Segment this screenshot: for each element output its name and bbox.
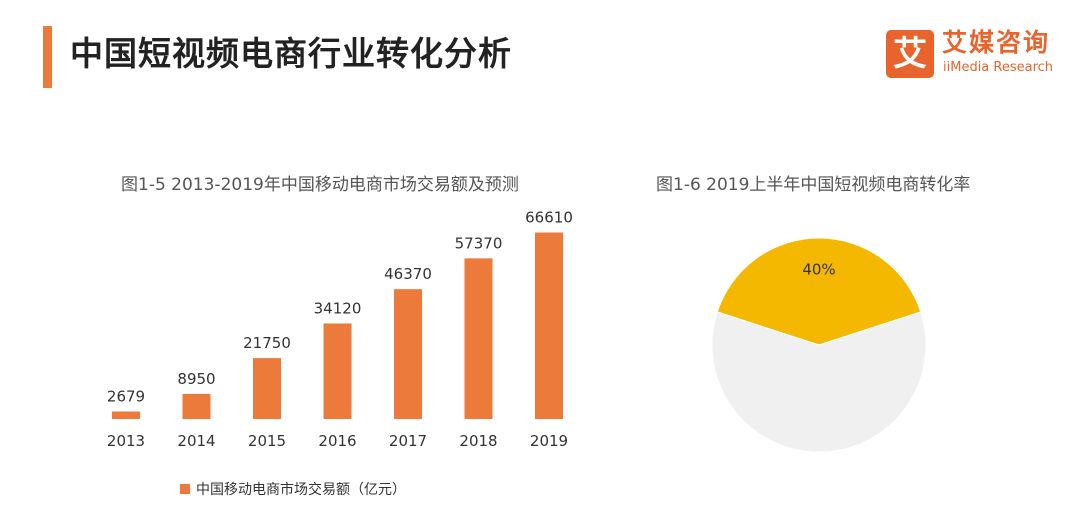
data-label-2018: 57370 (455, 234, 503, 252)
pie-slice-label-0: 40% (802, 261, 835, 279)
x-tick-2018: 2018 (459, 432, 497, 450)
x-tick-2013: 2013 (107, 432, 145, 450)
x-tick-2016: 2016 (318, 432, 356, 450)
bar-2014 (182, 393, 211, 419)
bar-2018 (464, 258, 493, 419)
bar-chart-title: 图1-5 2013-2019年中国移动电商市场交易额及预测 (121, 175, 519, 195)
x-tick-2019: 2019 (530, 432, 568, 450)
logo-mark: 艾 (886, 30, 934, 78)
bar-2013 (112, 411, 140, 419)
data-label-2019: 66610 (525, 208, 573, 226)
bar-2015 (253, 358, 281, 419)
title-accent-bar (43, 26, 52, 88)
data-label-2013: 2679 (107, 387, 145, 405)
pie-chart-title: 图1-6 2019上半年中国短视频电商转化率 (656, 175, 971, 195)
pie-slice-0 (716, 237, 922, 346)
x-tick-2015: 2015 (248, 432, 286, 450)
legend-swatch (180, 484, 190, 494)
logo-text-cn: 艾媒咨询 (942, 28, 1051, 57)
logo-text-en: iiMedia Research (943, 60, 1054, 75)
iimedia-logo: 艾 艾媒咨询 iiMedia Research (886, 28, 1066, 80)
data-label-2015: 21750 (243, 334, 291, 352)
bar-2017 (394, 289, 422, 419)
x-tick-2014: 2014 (177, 432, 215, 450)
x-tick-2017: 2017 (389, 432, 427, 450)
legend-label: 中国移动电商市场交易额（亿元） (196, 482, 406, 498)
pie-slice-1 (711, 311, 927, 453)
data-label-2017: 46370 (384, 265, 432, 283)
bar-chart-legend: 中国移动电商市场交易额（亿元） (180, 479, 406, 499)
bar-chart: 2679 2013 8950 2014 21750 2015 34120 2016 46370 2… (107, 208, 573, 450)
data-label-2016: 34120 (314, 299, 362, 317)
data-label-2014: 8950 (177, 370, 215, 388)
bar-2019 (535, 232, 563, 419)
pie-chart: 40% (711, 237, 927, 453)
page-title: 中国短视频电商行业转化分析 (70, 34, 512, 73)
bar-2016 (323, 323, 352, 419)
